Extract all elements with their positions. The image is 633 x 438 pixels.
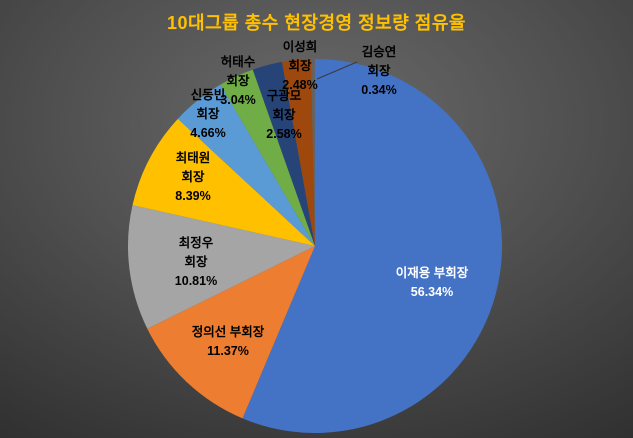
- slice-label-3: 최정우 회장 10.81%: [175, 235, 217, 288]
- pie-slice-9: [311, 58, 315, 246]
- pie-slice-2: [147, 246, 315, 419]
- pie-slice-6: [220, 69, 315, 246]
- pie-slice-1: [242, 59, 503, 433]
- pie-slices: [127, 58, 503, 433]
- slice-label-8: 이성희 회장 2.48%: [282, 39, 317, 92]
- pie-slice-8: [282, 59, 315, 246]
- slice-label-7: 구광모 회장 2.58%: [266, 88, 301, 141]
- chart-title: 10대그룹 총수 현장경영 정보량 점유율: [167, 13, 466, 33]
- pie-slice-7: [252, 61, 315, 247]
- slice-label-2: 정의선 부회장 11.37%: [192, 324, 265, 358]
- leader-lines: [316, 61, 358, 80]
- pie-slice-5: [177, 84, 315, 247]
- pie-slice-3: [127, 205, 315, 329]
- slice-label-1: 이재용 부회장 56.34%: [396, 265, 469, 299]
- slice-label-6: 허태수 회장 3.04%: [220, 54, 255, 107]
- slice-label-5: 신동빈 회장 4.66%: [190, 87, 225, 140]
- pie-slice-4: [132, 118, 315, 246]
- leader-line: [316, 61, 358, 80]
- slice-label-9: 김승연 회장 0.34%: [361, 44, 396, 97]
- slice-labels: 이재용 부회장 56.34% 정의선 부회장 11.37% 최정우 회장 10.81% 최태원…: [175, 39, 469, 358]
- slice-label-4: 최태원 회장 8.39%: [175, 150, 210, 203]
